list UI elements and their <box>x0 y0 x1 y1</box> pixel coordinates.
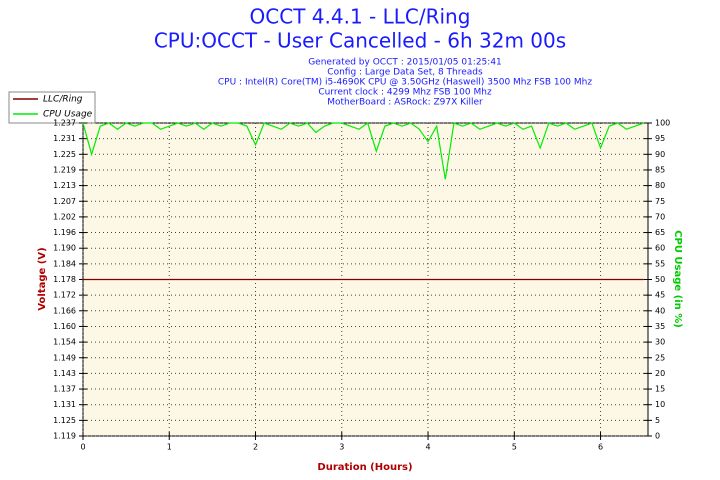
y2-tick-label: 40 <box>655 306 665 315</box>
x-tick-label: 3 <box>339 443 344 452</box>
y-tick-label: 1.196 <box>53 228 76 237</box>
y2-tick-label: 90 <box>655 150 665 159</box>
y-tick-label: 1.131 <box>53 400 76 409</box>
x-tick-label: 4 <box>425 443 430 452</box>
y-tick-label: 1.202 <box>53 212 76 221</box>
y2-tick-label: 20 <box>655 369 665 378</box>
y-tick-label: 1.172 <box>53 291 76 300</box>
y2-tick-label: 0 <box>655 432 660 441</box>
y-tick-label: 1.213 <box>53 181 76 190</box>
chart-title: OCCT 4.4.1 - LLC/Ring <box>250 5 471 29</box>
y2-tick-label: 75 <box>655 197 665 206</box>
y2-tick-label: 50 <box>655 275 665 284</box>
info-line: MotherBoard : ASRock: Z97X Killer <box>327 98 483 108</box>
y2-tick-label: 55 <box>655 259 665 268</box>
x-tick-label: 1 <box>167 443 172 452</box>
y2-tick-label: 70 <box>655 212 665 221</box>
y-tick-label: 1.219 <box>53 165 76 174</box>
y2-tick-label: 65 <box>655 228 665 237</box>
y2-axis-label: CPU Usage (in %) <box>672 230 683 328</box>
y-tick-label: 1.149 <box>53 353 76 362</box>
y-tick-label: 1.207 <box>53 197 76 206</box>
info-line: Current clock : 4299 Mhz FSB 100 Mhz <box>318 88 492 98</box>
y-tick-label: 1.237 <box>53 119 76 128</box>
y-tick-label: 1.190 <box>53 244 76 253</box>
y2-tick-label: 85 <box>655 165 665 174</box>
y-tick-label: 1.184 <box>53 259 76 268</box>
y2-tick-label: 100 <box>655 119 670 128</box>
x-tick-label: 0 <box>80 443 85 452</box>
x-axis-label: Duration (Hours) <box>317 462 412 473</box>
y2-tick-label: 5 <box>655 416 660 425</box>
y-tick-label: 1.125 <box>53 416 76 425</box>
y-axis-label: Voltage (V) <box>37 247 48 310</box>
y2-tick-label: 15 <box>655 385 665 394</box>
x-tick-label: 2 <box>253 443 258 452</box>
y2-tick-label: 30 <box>655 338 665 347</box>
legend-label: CPU Usage <box>43 110 93 120</box>
info-line: CPU : Intel(R) Core(TM) i5-4690K CPU @ 3… <box>218 78 592 88</box>
info-line: Config : Large Data Set, 8 Threads <box>327 68 483 78</box>
y2-tick-label: 25 <box>655 353 665 362</box>
y2-tick-label: 95 <box>655 134 665 143</box>
legend-label: LLC/Ring <box>43 95 83 105</box>
y2-tick-label: 80 <box>655 181 665 190</box>
y-tick-label: 1.154 <box>53 338 76 347</box>
y2-tick-label: 35 <box>655 322 665 331</box>
y-tick-label: 1.143 <box>53 369 76 378</box>
y-tick-label: 1.119 <box>53 432 76 441</box>
y-tick-label: 1.178 <box>53 275 76 284</box>
legend <box>8 91 96 124</box>
info-line: Generated by OCCT : 2015/01/05 01:25:41 <box>308 58 502 68</box>
y-tick-label: 1.225 <box>53 150 76 159</box>
y-tick-label: 1.166 <box>53 306 76 315</box>
y-tick-label: 1.231 <box>53 134 76 143</box>
chart-subtitle: CPU:OCCT - User Cancelled - 6h 32m 00s <box>154 29 566 53</box>
series-line <box>82 122 644 180</box>
y2-tick-label: 10 <box>655 400 665 409</box>
y2-tick-label: 60 <box>655 244 665 253</box>
y-tick-label: 1.137 <box>53 385 76 394</box>
y-tick-label: 1.160 <box>53 322 76 331</box>
x-tick-label: 5 <box>512 443 517 452</box>
y2-tick-label: 45 <box>655 291 665 300</box>
x-tick-label: 6 <box>598 443 603 452</box>
